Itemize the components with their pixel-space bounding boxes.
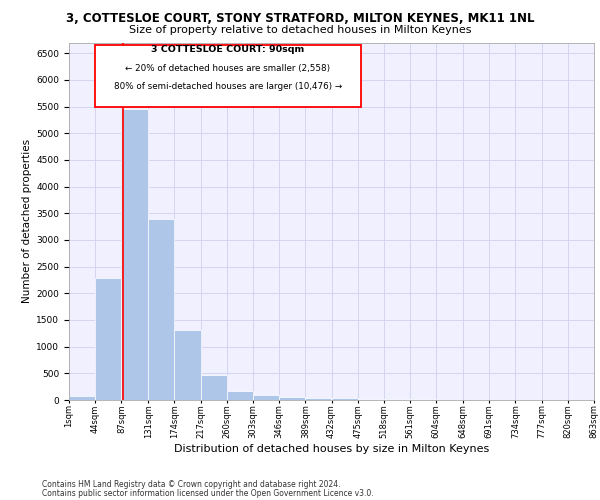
Bar [384,399,410,400]
Y-axis label: Number of detached properties: Number of detached properties [22,139,32,304]
Text: 3, COTTESLOE COURT, STONY STRATFORD, MILTON KEYNES, MK11 1NL: 3, COTTESLOE COURT, STONY STRATFORD, MIL… [66,12,534,26]
Bar [253,394,279,400]
Bar [358,399,384,400]
Text: Contains public sector information licensed under the Open Government Licence v3: Contains public sector information licen… [42,488,374,498]
Bar [305,398,331,400]
FancyBboxPatch shape [95,45,361,107]
Bar [331,398,358,400]
Bar [279,396,305,400]
Bar [227,392,253,400]
X-axis label: Distribution of detached houses by size in Milton Keynes: Distribution of detached houses by size … [174,444,489,454]
Bar [121,108,148,400]
Bar [200,374,227,400]
Text: Size of property relative to detached houses in Milton Keynes: Size of property relative to detached ho… [129,25,471,35]
Text: 3 COTTESLOE COURT: 90sqm: 3 COTTESLOE COURT: 90sqm [151,46,305,54]
Text: Contains HM Land Registry data © Crown copyright and database right 2024.: Contains HM Land Registry data © Crown c… [42,480,341,489]
Text: 80% of semi-detached houses are larger (10,476) →: 80% of semi-detached houses are larger (… [114,82,342,91]
Bar [95,278,121,400]
Bar [148,219,175,400]
Bar [69,396,95,400]
Text: ← 20% of detached houses are smaller (2,558): ← 20% of detached houses are smaller (2,… [125,64,331,73]
Bar [175,330,200,400]
